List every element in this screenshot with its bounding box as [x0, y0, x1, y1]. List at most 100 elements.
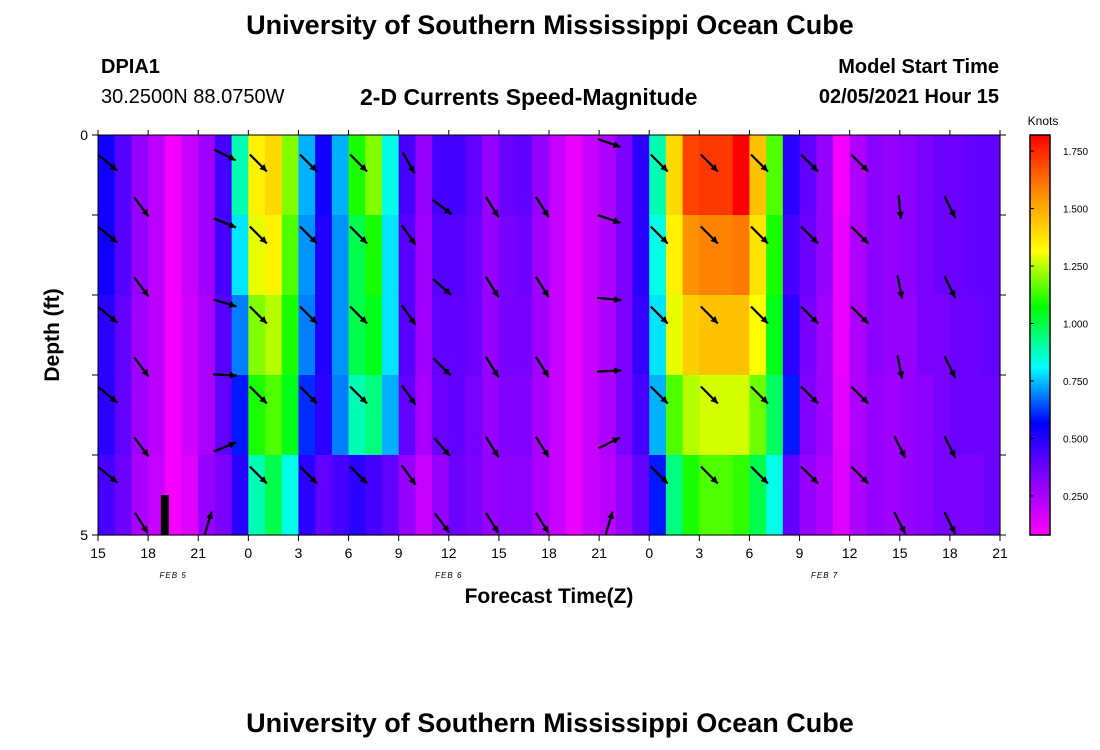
arrow-head: [710, 396, 718, 404]
heatmap-cell: [331, 375, 350, 456]
current-vector-arrow: [249, 225, 268, 245]
current-vector-arrow: [597, 137, 621, 149]
current-vector-arrow: [400, 304, 417, 326]
heatmap-cell: [398, 135, 416, 216]
heatmap-cell: [916, 375, 934, 456]
current-vector-arrow: [349, 225, 368, 245]
heatmap-cell: [131, 135, 149, 216]
heatmap-cell: [532, 215, 550, 296]
arrow-head: [612, 217, 621, 224]
heatmap-cell: [983, 215, 1001, 296]
heatmap-cell: [164, 375, 183, 456]
arrow-head: [259, 476, 267, 484]
heatmap-cell: [231, 135, 249, 216]
arrow-head: [710, 236, 718, 244]
current-vector-arrow: [700, 225, 719, 245]
x-tick-label: 6: [345, 545, 353, 561]
current-vector-arrow: [401, 152, 416, 174]
current-vector-arrow: [249, 465, 268, 485]
heatmap-cell: [716, 295, 734, 376]
heatmap-cell: [448, 455, 467, 536]
x-tick-label: 18: [942, 545, 958, 561]
heatmap-cell: [432, 455, 450, 536]
heatmap-cell: [849, 215, 867, 296]
current-vector-arrow: [433, 437, 451, 457]
heatmap-cell: [415, 375, 433, 456]
heatmap-cell: [849, 375, 867, 456]
heatmap-cell: [682, 375, 700, 456]
station-id: DPIA1: [101, 56, 160, 78]
heatmap-cell: [699, 375, 717, 456]
date-label: FEB 5: [160, 571, 187, 580]
heatmap-cell: [331, 455, 350, 536]
arrow-head: [760, 316, 768, 324]
heatmap-cell: [766, 135, 784, 216]
heatmap-cell: [348, 295, 366, 376]
heatmap-cell: [181, 295, 199, 376]
arrow-head: [109, 235, 118, 243]
heatmap-cell: [665, 295, 684, 376]
x-tick-label: 12: [441, 545, 457, 561]
current-vectors: [98, 137, 957, 535]
heatmap-cell: [515, 375, 533, 456]
arrow-head: [491, 209, 499, 218]
page-title: University of Southern Mississippi Ocean…: [246, 10, 854, 40]
heatmap-cell: [649, 455, 667, 536]
current-vector-arrow: [700, 385, 719, 405]
heatmap-cell: [265, 135, 283, 216]
arrow-head: [408, 165, 415, 174]
heatmap-cell: [649, 135, 667, 216]
heatmap-cell: [832, 135, 851, 216]
heatmap-cell: [265, 455, 283, 536]
heatmap-cell: [899, 135, 918, 216]
heatmap-cell: [398, 375, 416, 456]
current-vector-arrow: [896, 194, 904, 220]
heatmap-cell: [665, 135, 684, 216]
heatmap-cell: [632, 135, 650, 216]
heatmap-cell: [331, 215, 350, 296]
arrow-head: [359, 396, 368, 404]
current-vector-arrow: [700, 465, 719, 485]
arrow-head: [860, 164, 869, 172]
arrow-head: [542, 449, 549, 458]
heatmap-cell: [164, 295, 183, 376]
current-vector-arrow: [133, 436, 150, 458]
heatmap-cell: [131, 295, 149, 376]
current-vector-arrow: [98, 466, 118, 484]
arrow-head: [109, 315, 118, 323]
heatmap-cell: [131, 455, 149, 536]
arrow-head: [660, 164, 668, 172]
arrow-head: [860, 316, 869, 324]
heatmap-cell: [498, 295, 517, 376]
heatmap-cell: [114, 295, 133, 376]
arrow-head: [408, 397, 416, 405]
colorbar-unit-label: Knots: [1028, 114, 1059, 128]
heatmap-cell: [816, 215, 834, 296]
current-vector-arrow: [299, 305, 318, 325]
heatmap-cell: [933, 375, 951, 456]
heatmap-cell: [766, 375, 784, 456]
arrow-head: [810, 236, 819, 244]
heatmap-cell: [966, 135, 984, 216]
heatmap-cell: [966, 295, 984, 376]
heatmap-cell: [766, 215, 784, 296]
heatmap-cell: [749, 135, 767, 216]
current-vector-arrow: [299, 225, 318, 245]
heatmap-cell: [883, 215, 901, 296]
current-vector-arrow: [750, 465, 769, 485]
arrow-head: [408, 477, 416, 485]
heatmap-cell: [699, 455, 717, 536]
x-tick-label: 18: [541, 545, 557, 561]
heatmap-cell: [281, 215, 300, 296]
x-tick-label: 6: [746, 545, 754, 561]
heatmap-cell: [916, 215, 934, 296]
heatmap-cell: [298, 135, 316, 216]
heatmap-cell: [749, 455, 767, 536]
heatmap-cell: [565, 295, 584, 376]
heatmap-cell: [331, 295, 350, 376]
current-vector-arrow: [484, 512, 500, 534]
current-vector-arrow: [349, 153, 368, 173]
arrow-head: [309, 236, 317, 244]
y-axis-label: Depth (ft): [41, 288, 64, 381]
x-tick-label: 21: [591, 545, 607, 561]
